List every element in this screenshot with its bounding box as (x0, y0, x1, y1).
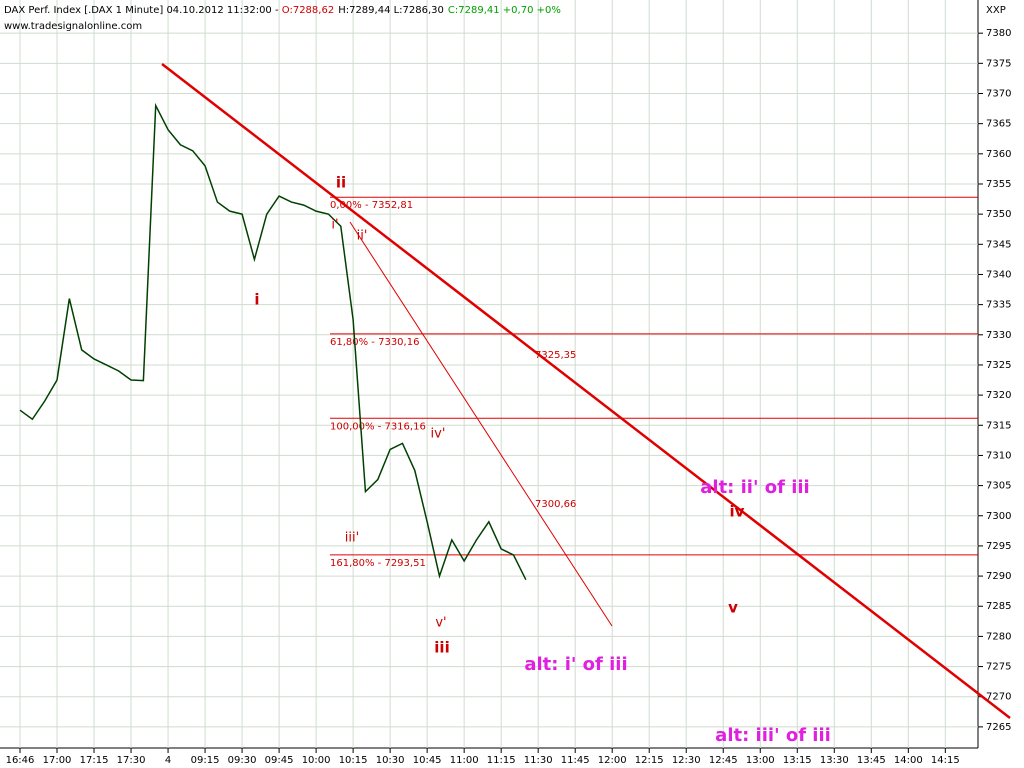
wave-label: i (254, 291, 259, 309)
wave-label: ii (336, 174, 346, 192)
wave-label: iv' (431, 427, 446, 442)
y-tick-label: 7355 (986, 179, 1011, 190)
title: DAX Perf. Index [.DAX 1 Minute] 04.10.20… (4, 5, 561, 16)
x-tick-label: 11:15 (487, 755, 516, 766)
source: www.tradesignalonline.com (4, 21, 142, 32)
y-tick-label: 7280 (986, 631, 1011, 642)
x-tick-label: 11:00 (450, 755, 479, 766)
trendline (161, 63, 1011, 719)
x-tick-label: 17:15 (80, 755, 109, 766)
y-tick-label: 7265 (986, 722, 1011, 733)
exchange: XXP (986, 5, 1006, 16)
y-tick-label: 7310 (986, 450, 1011, 461)
price-line (19, 102, 527, 581)
x-tick-label: 4 (165, 755, 171, 766)
y-tick-label: 7365 (986, 119, 1011, 130)
alt-label: alt: iii' of iii (715, 725, 831, 746)
level-label: 161,80% - 7293,51 (330, 558, 426, 569)
y-tick-label: 7350 (986, 209, 1011, 220)
y-tick-label: 7325 (986, 360, 1011, 371)
x-tick-label: 12:15 (635, 755, 664, 766)
y-tick-label: 7330 (986, 330, 1011, 341)
wave-label: iv (730, 503, 745, 521)
y-tick-label: 7370 (986, 89, 1011, 100)
level-label: 0,00% - 7352,81 (330, 200, 413, 211)
x-tick-label: 10:00 (302, 755, 331, 766)
y-tick-label: 7270 (986, 692, 1011, 703)
wave-label: iii' (345, 531, 359, 546)
trendline-label: 7300,66 (535, 499, 576, 510)
trendline-label: 7325,35 (535, 350, 576, 361)
x-tick-label: 10:45 (413, 755, 442, 766)
x-tick-label: 12:00 (598, 755, 627, 766)
wave-label: v' (435, 616, 446, 631)
y-tick-label: 7285 (986, 601, 1011, 612)
x-tick-label: 11:45 (561, 755, 590, 766)
x-tick-label: 12:30 (672, 755, 701, 766)
wave-label: ii' (357, 229, 368, 244)
y-tick-label: 7340 (986, 269, 1011, 280)
x-tick-label: 13:00 (746, 755, 775, 766)
wave-label: iii (434, 639, 449, 657)
x-tick-label: 09:15 (191, 755, 220, 766)
x-tick-label: 14:00 (894, 755, 923, 766)
x-tick-label: 13:15 (783, 755, 812, 766)
x-tick-label: 09:30 (228, 755, 257, 766)
y-tick-label: 7290 (986, 571, 1011, 582)
x-tick-label: 10:15 (339, 755, 368, 766)
wave-label: i' (331, 218, 338, 233)
grid (0, 0, 983, 753)
wave-label: v (728, 599, 738, 617)
open: O:7288,62 (282, 5, 334, 16)
y-tick-label: 7320 (986, 390, 1011, 401)
x-tick-label: 13:30 (820, 755, 849, 766)
y-tick-label: 7380 (986, 28, 1011, 39)
y-tick-label: 7375 (986, 58, 1011, 69)
y-tick-label: 7275 (986, 662, 1011, 673)
level-label: 100,00% - 7316,16 (330, 421, 426, 432)
level-label: 61,80% - 7330,16 (330, 337, 419, 348)
levels: 0,00% - 7352,81 61,80% - 7330,16 100,00% -… (330, 196, 978, 569)
y-tick-label: 7300 (986, 511, 1011, 522)
plot (19, 102, 527, 581)
x-tick-label: 17:00 (43, 755, 72, 766)
x-tick-label: 13:45 (857, 755, 886, 766)
y-tick-label: 7345 (986, 239, 1011, 250)
y-tick-label: 7360 (986, 149, 1011, 160)
alt-label: alt: i' of iii (524, 654, 627, 675)
x-tick-label: 14:15 (931, 755, 960, 766)
x-tick-label: 16:46 (6, 755, 35, 766)
y-tick-label: 7315 (986, 420, 1011, 431)
alt-label: alt: ii' of iii (700, 477, 809, 498)
x-tick-label: 09:45 (265, 755, 294, 766)
x-tick-label: 17:30 (117, 755, 146, 766)
high-low: H:7289,44 L:7286,30 (338, 5, 444, 16)
annotations: ii i i' ii' iii' iv' v' iii iv v alt: ii… (254, 174, 830, 747)
x-tick-label: 11:30 (524, 755, 553, 766)
y-tick-label: 7335 (986, 300, 1011, 311)
x-tick-label: 12:45 (709, 755, 738, 766)
x-tick-label: 10:30 (376, 755, 405, 766)
trendline (349, 221, 613, 627)
y-tick-label: 7295 (986, 541, 1011, 552)
title-text: DAX Perf. Index [.DAX 1 Minute] 04.10.20… (4, 5, 282, 16)
close: C:7289,41 +0,70 +0% (448, 5, 561, 16)
y-tick-label: 7305 (986, 481, 1011, 492)
